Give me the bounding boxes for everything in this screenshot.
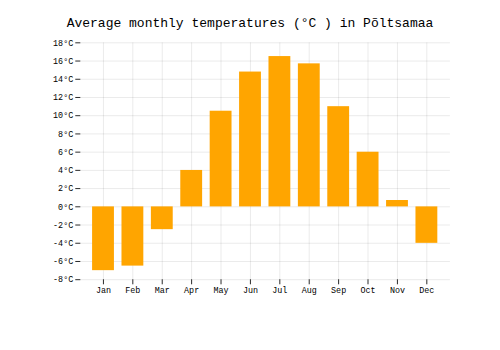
svg-text:8°C: 8°C bbox=[58, 130, 73, 140]
svg-text:Dec: Dec bbox=[419, 286, 434, 296]
svg-text:Apr: Apr bbox=[184, 286, 199, 296]
svg-text:Jan: Jan bbox=[96, 286, 111, 296]
svg-text:18°C: 18°C bbox=[53, 39, 73, 49]
svg-text:Sep: Sep bbox=[331, 286, 346, 296]
svg-text:Jun: Jun bbox=[243, 286, 258, 296]
svg-text:-6°C: -6°C bbox=[53, 257, 73, 267]
svg-text:16°C: 16°C bbox=[53, 57, 73, 67]
svg-text:0°C: 0°C bbox=[58, 202, 73, 212]
svg-text:-8°C: -8°C bbox=[53, 275, 73, 285]
svg-text:-4°C: -4°C bbox=[53, 239, 73, 249]
html-text:Average monthly temperatures (: Average monthly temperatures (°C ) in Põ… bbox=[66, 16, 434, 31]
svg-text:Oct: Oct bbox=[360, 286, 375, 296]
svg-text:10°C: 10°C bbox=[53, 111, 73, 121]
svg-text:Mar: Mar bbox=[155, 286, 170, 296]
svg-text:4°C: 4°C bbox=[58, 166, 73, 176]
svg-text:Nov: Nov bbox=[390, 286, 405, 296]
svg-text:6°C: 6°C bbox=[58, 148, 73, 158]
svg-text:May: May bbox=[213, 286, 228, 296]
svg-text:Jul: Jul bbox=[272, 286, 287, 296]
svg-text:Aug: Aug bbox=[302, 286, 317, 296]
svg-text:-2°C: -2°C bbox=[53, 221, 73, 231]
svg-text:14°C: 14°C bbox=[53, 75, 73, 85]
svg-text:Feb: Feb bbox=[125, 286, 140, 296]
svg-text:2°C: 2°C bbox=[58, 184, 73, 194]
svg-text:12°C: 12°C bbox=[53, 93, 73, 103]
